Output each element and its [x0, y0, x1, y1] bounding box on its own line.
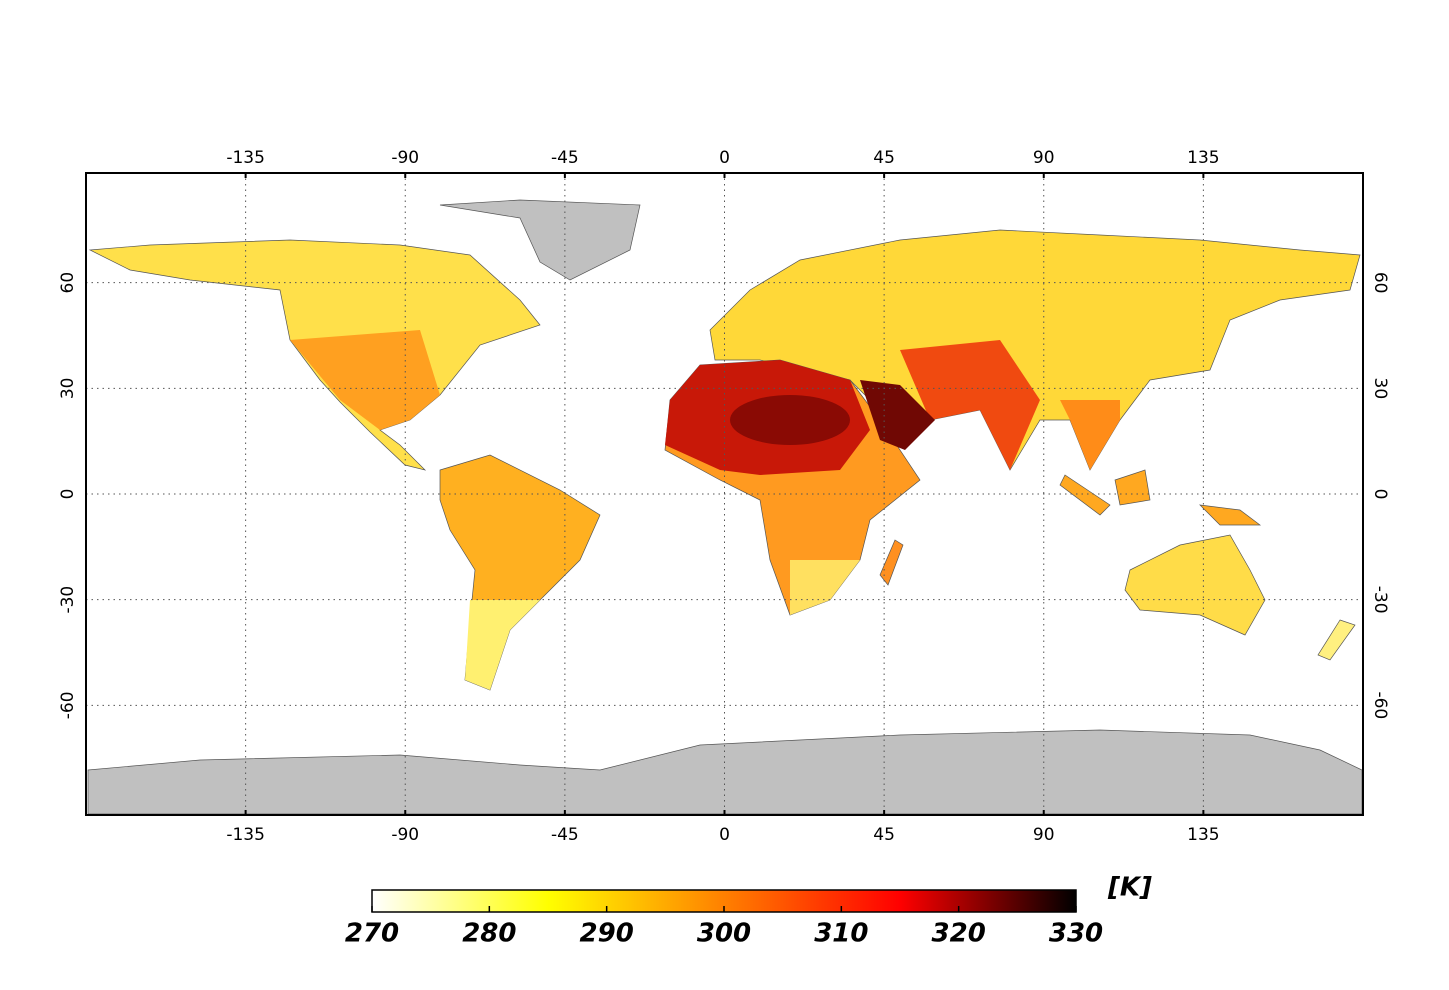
x-tick-label-bottom: 135 [1187, 825, 1219, 845]
y-tick-label-right: 0 [1370, 489, 1390, 500]
south-africa [790, 560, 860, 615]
y-tick-label-left: 60 [58, 272, 78, 294]
x-tick-label-top: 90 [1033, 148, 1055, 168]
y-tick-label-right: 30 [1370, 378, 1390, 400]
x-tick-label-bottom: -45 [551, 825, 579, 845]
x-tick-label-bottom: -90 [391, 825, 419, 845]
sahara-core [730, 395, 850, 445]
x-tick-label-top: -90 [391, 148, 419, 168]
colorbar-tick-label: 320 [932, 919, 986, 949]
south-america-south [465, 600, 540, 690]
graticule [86, 173, 1363, 815]
y-tick-label-right: -60 [1370, 691, 1390, 719]
y-tick-label-left: 0 [58, 489, 78, 500]
land [87, 199, 1362, 814]
eurasia [709, 229, 1361, 471]
y-tick-label-right: -30 [1370, 586, 1390, 614]
indonesia [1059, 469, 1262, 526]
colorbar-tick-label: 300 [697, 919, 751, 949]
colorbar-tick-label: 270 [345, 919, 399, 949]
y-tick-label-right: 60 [1370, 272, 1390, 294]
x-tick-label-bottom: 45 [873, 825, 895, 845]
colorbar: [K] 270 280 290 300 310 320 330 [345, 873, 1152, 949]
x-tick-label-bottom: -135 [226, 825, 265, 845]
colorbar-tick-label: 330 [1049, 919, 1103, 949]
y-tick-label-left: 30 [58, 378, 78, 400]
y-tick-label-left: -60 [58, 691, 78, 719]
x-tick-label-top: 135 [1187, 148, 1219, 168]
north-america-south [290, 330, 440, 430]
madagascar [879, 539, 904, 586]
y-tick-label-left: -30 [58, 586, 78, 614]
x-tick-label-bottom: 0 [719, 825, 730, 845]
southeast-asia [1060, 400, 1120, 470]
arabia [860, 380, 935, 450]
south-asia [900, 340, 1040, 470]
colorbar-tick-label: 310 [814, 919, 868, 949]
australia [1124, 534, 1266, 636]
x-tick-label-top: -135 [226, 148, 265, 168]
new-zealand [1317, 619, 1356, 661]
colorbar-unit: [K] [1107, 873, 1152, 903]
axis-labels: -135 -135 -90 -90 -45 -45 0 0 45 45 90 90 135 135 -60 -… [58, 148, 1390, 845]
south-america [439, 454, 601, 691]
x-tick-label-bottom: 90 [1033, 825, 1055, 845]
x-tick-label-top: 45 [873, 148, 895, 168]
colorbar-tick-label: 290 [580, 919, 634, 949]
ice [439, 199, 641, 281]
colorbar-tick-label: 280 [462, 919, 516, 949]
x-tick-label-top: -45 [551, 148, 579, 168]
x-tick-label-top: 0 [719, 148, 730, 168]
